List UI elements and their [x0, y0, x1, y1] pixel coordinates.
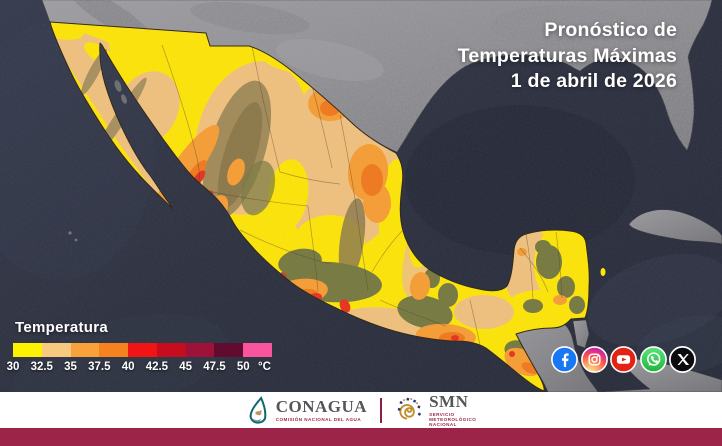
forecast-title-line1: Pronóstico de [544, 19, 677, 41]
legend-tick: 50 [236, 361, 250, 373]
legend-swatch [156, 343, 186, 357]
legend-swatch [13, 343, 42, 357]
x-icon[interactable] [669, 346, 696, 373]
legend-swatch [128, 343, 157, 357]
legend-swatch [185, 343, 215, 357]
foreign-landmass [41, 0, 722, 393]
legend-title: Temperatura [15, 319, 109, 336]
footer-maroon-stripe [0, 428, 722, 446]
temperature-legend: Temperatura 30 32.5 35 37.5 40 42.5 45 47.5 50 °C [7, 319, 273, 376]
whatsapp-icon[interactable] [639, 346, 667, 373]
conagua-drop-icon [249, 396, 267, 424]
legend-swatch [214, 343, 244, 357]
legend-tick: 30 [6, 361, 20, 373]
smn-name: SMN [429, 392, 469, 411]
smn-subtitle: SERVICIO METEOROLÓGICO NACIONAL [429, 412, 476, 427]
legend-tick: 42.5 [145, 361, 169, 373]
logo-divider [380, 397, 383, 423]
smn-subtitle-line3: NACIONAL [429, 422, 457, 427]
forecast-title-line3: 1 de abril de 2026 [510, 70, 677, 92]
legend-swatch [243, 343, 273, 357]
legend-tick: 32.5 [30, 361, 53, 373]
legend-swatch [70, 343, 100, 357]
legend-tick: 45 [179, 361, 193, 373]
social-icons [551, 346, 696, 373]
forecast-title-line2: Temperaturas Máximas [457, 44, 677, 67]
youtube-icon[interactable] [610, 346, 637, 373]
cozumel-island [600, 268, 606, 276]
smn-spiral-icon [397, 397, 422, 420]
smn-subtitle-line2: METEOROLÓGICO [429, 417, 477, 422]
legend-tick: 47.5 [203, 361, 226, 373]
conagua-logo: CONAGUA COMISIÓN NACIONAL DEL AGUA [246, 396, 367, 424]
legend-unit: °C [258, 361, 271, 373]
legend-tick: 37.5 [88, 361, 111, 373]
forecast-title: Pronóstico de Temperaturas Máximas 1 de … [458, 18, 677, 95]
instagram-icon[interactable] [580, 346, 608, 373]
legend-ticks: 30 32.5 35 37.5 40 42.5 45 47.5 50 °C [7, 361, 272, 376]
legend-bar [13, 343, 273, 357]
legend-swatch [99, 343, 129, 357]
smn-subtitle-line1: SERVICIO [429, 412, 455, 417]
legend-swatch [41, 343, 71, 357]
footer-logo-bar: CONAGUA COMISIÓN NACIONAL DEL AGUA [0, 392, 722, 428]
smn-logo: SMN SERVICIO METEOROLÓGICO NACIONAL [395, 393, 476, 427]
legend-tick: 35 [64, 361, 77, 373]
conagua-name: CONAGUA [275, 397, 368, 416]
conagua-subtitle: COMISIÓN NACIONAL DEL AGUA [275, 417, 362, 422]
facebook-icon[interactable] [551, 346, 578, 373]
legend-tick: 40 [121, 361, 135, 373]
